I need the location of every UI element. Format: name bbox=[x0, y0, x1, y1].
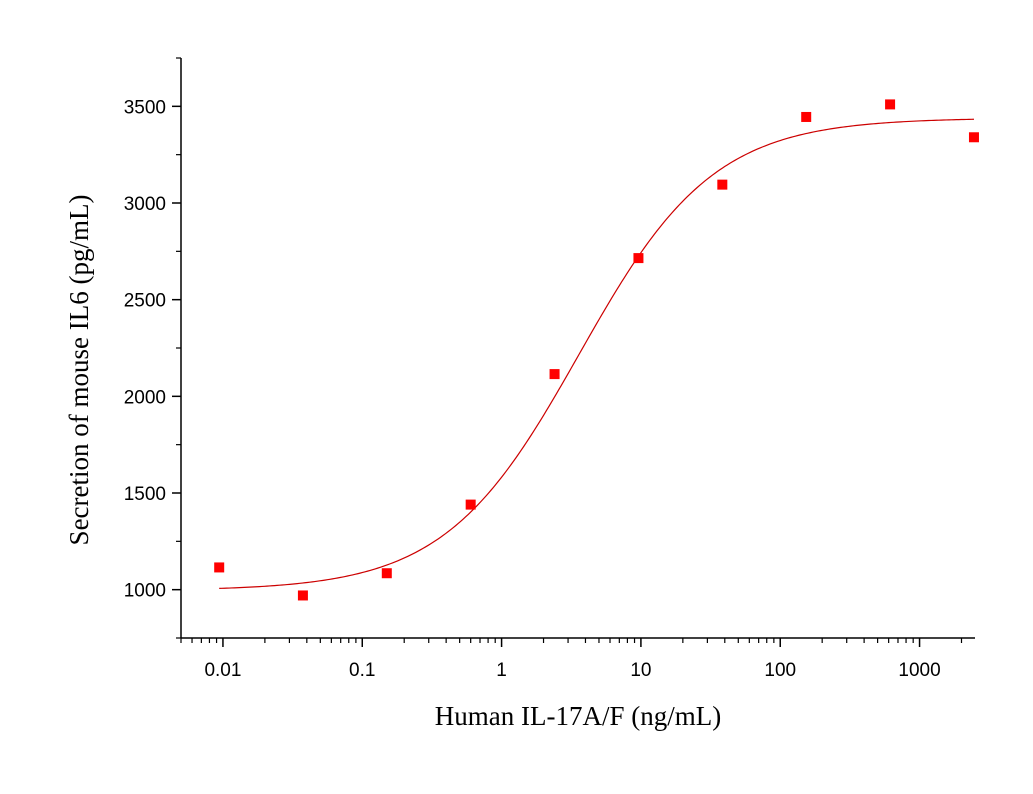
x-axis-title: Human IL-17A/F (ng/mL) bbox=[435, 701, 721, 731]
ticks: 1000 1500 2000 2500 3000 3500 0.01 0.1 1 10 100 100… bbox=[124, 57, 963, 681]
x-tick-label: 100 bbox=[764, 660, 796, 681]
y-tick-label: 1500 bbox=[124, 484, 166, 505]
data-point bbox=[633, 253, 644, 264]
x-tick-label: 0.1 bbox=[349, 660, 375, 681]
data-point bbox=[549, 369, 560, 380]
data-point bbox=[801, 111, 812, 122]
x-tick-label: 1 bbox=[496, 660, 507, 681]
data-point bbox=[968, 132, 979, 143]
x-tick-label: 1000 bbox=[898, 660, 940, 681]
axes bbox=[180, 58, 975, 639]
y-tick-label: 1000 bbox=[124, 581, 166, 602]
data-point bbox=[465, 499, 476, 510]
data-points-layer bbox=[214, 99, 979, 601]
y-tick-label: 2500 bbox=[124, 291, 166, 312]
y-axis-title: Secretion of mouse IL6 (pg/mL) bbox=[64, 195, 94, 546]
y-tick-label: 3000 bbox=[124, 194, 166, 215]
y-tick-label: 2000 bbox=[124, 387, 166, 408]
x-tick-label: 0.01 bbox=[204, 660, 241, 681]
data-point bbox=[381, 568, 392, 579]
fit-curve-line bbox=[219, 118, 974, 590]
fit-curve-layer bbox=[219, 118, 974, 590]
x-tick-label: 10 bbox=[630, 660, 651, 681]
data-point bbox=[297, 590, 308, 601]
data-point bbox=[885, 99, 896, 110]
y-tick-label: 3500 bbox=[124, 97, 166, 118]
data-point bbox=[214, 562, 225, 573]
labels-layer: Human IL-17A/F (ng/mL) Secretion of mous… bbox=[64, 195, 721, 731]
data-point bbox=[717, 179, 728, 190]
